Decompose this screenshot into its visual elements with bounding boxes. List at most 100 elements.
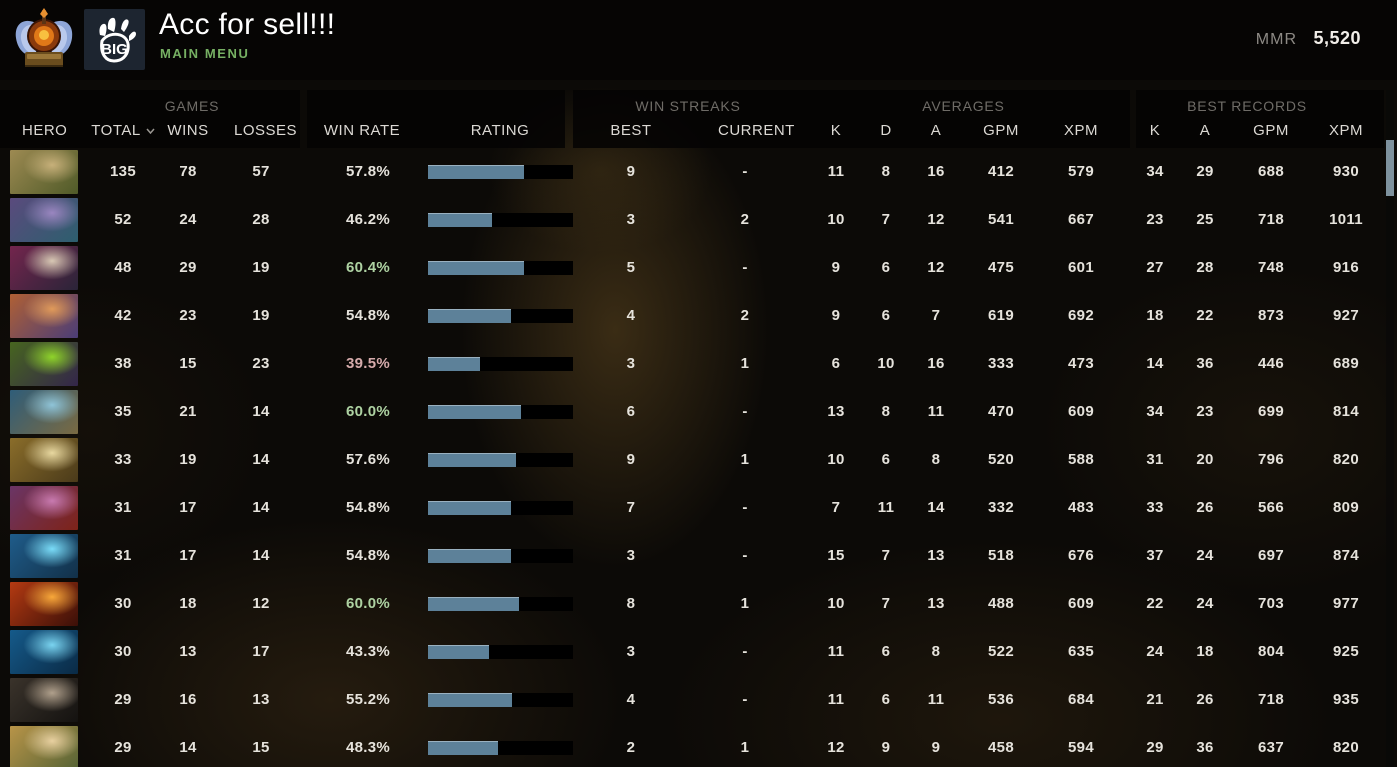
column-header-total[interactable]: TOTAL	[88, 121, 158, 141]
column-header-wins[interactable]: WINS	[167, 122, 209, 139]
column-header-win-rate[interactable]: WIN RATE	[323, 122, 401, 139]
cell-d: 10	[877, 355, 895, 372]
cell-rec_a: 23	[1196, 403, 1214, 420]
cell-rec_gpm: 446	[1258, 355, 1284, 372]
column-header-avg-k[interactable]: K	[830, 122, 842, 139]
cell-rec_xpm: 820	[1333, 739, 1359, 756]
column-header-avg-a[interactable]: A	[930, 122, 942, 139]
anti-mage-portrait[interactable]	[10, 294, 78, 338]
table-row[interactable]: 31 17 14 54.8% 3 - 15 7 13 518 676 37 24 697 874	[0, 532, 1397, 580]
cell-current: 1	[740, 595, 750, 612]
cell-rec_k: 27	[1146, 259, 1164, 276]
table-row[interactable]: 35 21 14 60.0% 6 - 13 8 11 470 609 34 23 699 814	[0, 388, 1397, 436]
cell-rec_a: 26	[1196, 691, 1214, 708]
rubick-portrait[interactable]	[10, 342, 78, 386]
rating-bar-fill	[428, 741, 498, 755]
pudge-portrait[interactable]	[10, 150, 78, 194]
cell-win_rate: 60.0%	[345, 595, 390, 612]
group-header-averages: AVERAGES	[922, 98, 1005, 114]
cell-a: 7	[931, 307, 941, 324]
cell-losses: 23	[252, 355, 270, 372]
cell-rec_k: 34	[1146, 163, 1164, 180]
cell-win_rate: 48.3%	[345, 739, 390, 756]
column-header-current[interactable]: CURRENT	[718, 122, 795, 139]
column-header-rec-gpm[interactable]: GPM	[1253, 122, 1289, 139]
cell-current: -	[742, 643, 748, 660]
lone-druid-portrait[interactable]	[10, 438, 78, 482]
table-row[interactable]: 48 29 19 60.4% 5 - 9 6 12 475 601 27 28 748 916	[0, 244, 1397, 292]
clan-logo-icon[interactable]: BIG	[84, 9, 145, 70]
column-header-hero-label: HERO	[22, 122, 68, 139]
cell-rec_a: 25	[1196, 211, 1214, 228]
storm-spirit-portrait[interactable]	[10, 534, 78, 578]
cell-d: 7	[881, 211, 891, 228]
cell-a: 16	[927, 355, 945, 372]
cell-rec_xpm: 809	[1333, 499, 1359, 516]
scrollbar-thumb[interactable]	[1386, 140, 1394, 196]
table-row[interactable]: 52 24 28 46.2% 3 2 10 7 12 541 667 23 25 718 1011	[0, 196, 1397, 244]
table-row[interactable]: 30 18 12 60.0% 8 1 10 7 13 488 609 22 24 703 977	[0, 580, 1397, 628]
scrollbar[interactable]	[1386, 90, 1394, 767]
cell-wins: 24	[179, 211, 197, 228]
cell-win_rate: 54.8%	[345, 547, 390, 564]
column-header-rating[interactable]: RATING	[470, 122, 530, 139]
cell-total: 52	[114, 211, 132, 228]
column-header-avg-gpm[interactable]: GPM	[983, 122, 1019, 139]
cell-win_rate: 57.6%	[345, 451, 390, 468]
cell-win_rate: 55.2%	[345, 691, 390, 708]
cell-total: 135	[110, 163, 136, 180]
cell-xpm: 684	[1068, 691, 1094, 708]
lycan-portrait[interactable]	[10, 678, 78, 722]
morphling-portrait[interactable]	[10, 630, 78, 674]
cell-current: -	[742, 547, 748, 564]
page-title: Acc for sell!!!	[159, 8, 336, 41]
column-header-avg-d[interactable]: D	[880, 122, 892, 139]
cell-total: 29	[114, 691, 132, 708]
cell-d: 9	[881, 739, 891, 756]
cell-total: 30	[114, 595, 132, 612]
cell-a: 12	[927, 259, 945, 276]
cell-best: 2	[626, 739, 636, 756]
column-header-hero[interactable]: HERO	[22, 121, 82, 141]
table-row[interactable]: 135 78 57 57.8% 9 - 11 8 16 412 579 34 29 688 930	[0, 148, 1397, 196]
cell-win_rate: 54.8%	[345, 307, 390, 324]
column-header-losses[interactable]: LOSSES	[234, 122, 298, 139]
cell-gpm: 541	[988, 211, 1014, 228]
ember-spirit-portrait[interactable]	[10, 582, 78, 626]
cell-rec_a: 24	[1196, 547, 1214, 564]
cell-rec_gpm: 718	[1258, 211, 1284, 228]
column-header-rec-k[interactable]: K	[1149, 122, 1161, 139]
cell-rec_gpm: 804	[1258, 643, 1284, 660]
main-menu-link[interactable]: MAIN MENU	[160, 46, 250, 61]
cell-rec_gpm: 637	[1258, 739, 1284, 756]
rating-bar-fill	[428, 597, 519, 611]
cell-losses: 14	[252, 499, 270, 516]
table-row[interactable]: 33 19 14 57.6% 9 1 10 6 8 520 588 31 20 796 820	[0, 436, 1397, 484]
column-header-best[interactable]: BEST	[610, 122, 652, 139]
cell-wins: 29	[179, 259, 197, 276]
cell-current: -	[742, 163, 748, 180]
invoker-portrait[interactable]	[10, 246, 78, 290]
cell-best: 9	[626, 451, 636, 468]
column-header-rec-a[interactable]: A	[1199, 122, 1211, 139]
table-row[interactable]: 29 14 15 48.3% 2 1 12 9 9 458 594 29 36 637 820	[0, 724, 1397, 767]
cell-win_rate: 60.4%	[345, 259, 390, 276]
cell-rec_xpm: 1011	[1329, 211, 1363, 228]
cell-current: 2	[740, 211, 750, 228]
slark-portrait[interactable]	[10, 390, 78, 434]
table-row[interactable]: 31 17 14 54.8% 7 - 7 11 14 332 483 33 26 566 809	[0, 484, 1397, 532]
table-row[interactable]: 30 13 17 43.3% 3 - 11 6 8 522 635 24 18 804 925	[0, 628, 1397, 676]
cell-rec_gpm: 697	[1258, 547, 1284, 564]
table-row[interactable]: 29 16 13 55.2% 4 - 11 6 11 536 684 21 26 718 935	[0, 676, 1397, 724]
tinker-portrait[interactable]	[10, 198, 78, 242]
lion-portrait[interactable]	[10, 486, 78, 530]
cell-best: 3	[626, 643, 636, 660]
cell-xpm: 579	[1068, 163, 1094, 180]
monkey-king-portrait[interactable]	[10, 726, 78, 767]
column-header-avg-xpm[interactable]: XPM	[1063, 122, 1098, 139]
table-row[interactable]: 42 23 19 54.8% 4 2 9 6 7 619 692 18 22 873 927	[0, 292, 1397, 340]
cell-xpm: 609	[1068, 595, 1094, 612]
table-row[interactable]: 38 15 23 39.5% 3 1 6 10 16 333 473 14 36 446 689	[0, 340, 1397, 388]
column-header-rec-xpm[interactable]: XPM	[1328, 122, 1363, 139]
cell-wins: 17	[179, 499, 197, 516]
